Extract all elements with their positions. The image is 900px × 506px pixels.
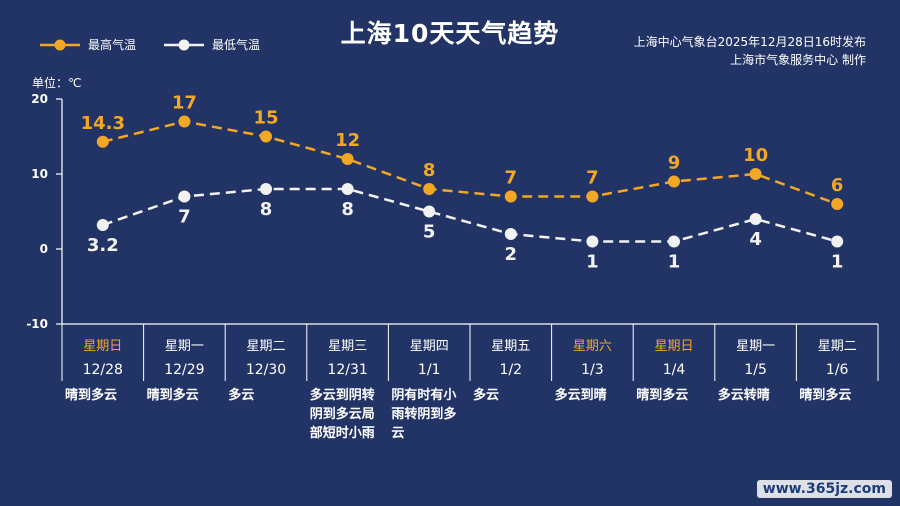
data-label-low: 1	[831, 252, 844, 273]
data-point-high	[749, 168, 762, 180]
issuer-info: 上海中心气象台2025年12月28日16时发布 上海市气象服务中心 制作	[634, 33, 866, 69]
data-point-low	[668, 235, 680, 248]
weather-text: 晴到多云	[799, 387, 851, 403]
y-axis-unit: 单位：℃	[32, 76, 82, 90]
weather-text: 雨转阴到多	[391, 406, 456, 422]
chart-title: 上海10天天气趋势	[340, 19, 560, 48]
data-point-low	[749, 213, 762, 225]
data-label-high: 10	[743, 145, 768, 166]
weather-text: 阴有时有小	[391, 387, 456, 403]
legend: 最高气温 最低气温	[40, 36, 260, 53]
data-label-low: 8	[260, 199, 273, 220]
data-point-high	[586, 190, 599, 203]
data-point-low	[586, 235, 599, 248]
data-label-high: 17	[172, 93, 197, 114]
data-label-high: 7	[505, 168, 518, 189]
legend-high-marker-icon	[40, 39, 80, 50]
data-label-low: 1	[668, 252, 681, 273]
data-point-low	[831, 235, 844, 248]
weather-text: 多云到阴转	[310, 387, 375, 403]
weekday-label: 星期一	[736, 339, 775, 354]
date-label: 1/1	[418, 362, 441, 378]
data-point-low	[178, 190, 191, 203]
data-label-low: 8	[341, 199, 354, 220]
weather-text: 晴到多云	[636, 387, 688, 403]
date-label: 12/31	[327, 362, 367, 378]
weather-text: 多云	[473, 387, 499, 403]
weather-text: 部短时小雨	[310, 425, 375, 441]
date-label: 12/29	[164, 362, 204, 378]
weekday-label: 星期日	[83, 339, 122, 354]
data-point-low	[96, 219, 109, 231]
data-label-low: 3.2	[87, 235, 119, 256]
series-line-high	[102, 120, 838, 206]
data-point-high	[178, 115, 191, 128]
date-label: 1/5	[744, 362, 767, 378]
data-label-high: 15	[253, 108, 278, 129]
weather-text: 多云	[228, 387, 254, 403]
data-label-low: 1	[586, 252, 599, 273]
data-label-high: 8	[423, 160, 436, 181]
weather-text: 阴到多云局	[310, 406, 375, 422]
weekday-label: 星期二	[818, 339, 857, 354]
weather-text: 晴到多云	[147, 387, 199, 403]
legend-item-low: 最低气温	[164, 36, 260, 53]
data-label-high: 14.3	[81, 113, 125, 134]
data-point-high	[504, 190, 517, 203]
weekday-label: 星期五	[491, 339, 530, 354]
issuer-line-2: 上海市气象服务中心 制作	[730, 53, 866, 67]
watermark: www.365jz.com	[756, 480, 892, 498]
series-line-low	[102, 187, 838, 243]
data-point-high	[341, 153, 354, 165]
date-label: 1/3	[581, 362, 604, 378]
date-label: 1/6	[826, 362, 849, 378]
date-label: 1/4	[663, 362, 686, 378]
date-label: 12/28	[83, 362, 123, 378]
legend-item-high: 最高气温	[40, 36, 136, 53]
data-label-low: 2	[505, 244, 518, 265]
y-tick-label: 20	[31, 92, 48, 106]
weather-text: 多云转晴	[718, 387, 770, 403]
data-point-low	[341, 183, 354, 195]
date-label: 12/30	[246, 362, 286, 378]
data-label-high: 6	[831, 175, 844, 196]
date-label: 1/2	[500, 362, 523, 378]
data-label-high: 9	[668, 153, 681, 174]
data-label-low: 4	[749, 229, 762, 250]
y-tick-label: 10	[31, 167, 48, 181]
weekday-label: 星期六	[573, 339, 612, 354]
data-point-low	[504, 228, 517, 240]
data-point-high	[96, 135, 109, 148]
data-point-low	[423, 205, 436, 218]
weather-text: 多云到晴	[555, 387, 607, 403]
data-point-high	[831, 198, 844, 210]
data-label-high: 12	[335, 130, 360, 151]
weekday-label: 星期三	[328, 339, 367, 354]
weather-text: 晴到多云	[65, 387, 117, 403]
legend-low-label: 最低气温	[212, 38, 261, 52]
weekday-label: 星期日	[654, 339, 693, 354]
legend-low-marker-icon	[164, 39, 205, 50]
weekday-label: 星期二	[246, 339, 285, 354]
data-label-low: 7	[178, 207, 191, 228]
legend-high-label: 最高气温	[88, 38, 137, 52]
weekday-label: 星期一	[165, 339, 204, 354]
data-point-high	[668, 175, 680, 188]
data-point-high	[423, 183, 436, 195]
data-point-low	[260, 183, 272, 195]
y-tick-label: -10	[26, 317, 48, 331]
data-point-high	[260, 130, 272, 143]
weather-text: 云	[391, 426, 404, 441]
data-label-high: 7	[586, 168, 599, 189]
issuer-line-1: 上海中心气象台2025年12月28日16时发布	[633, 35, 866, 49]
data-label-low: 5	[423, 222, 436, 243]
y-tick-label: 0	[40, 242, 48, 256]
weekday-label: 星期四	[410, 339, 449, 354]
